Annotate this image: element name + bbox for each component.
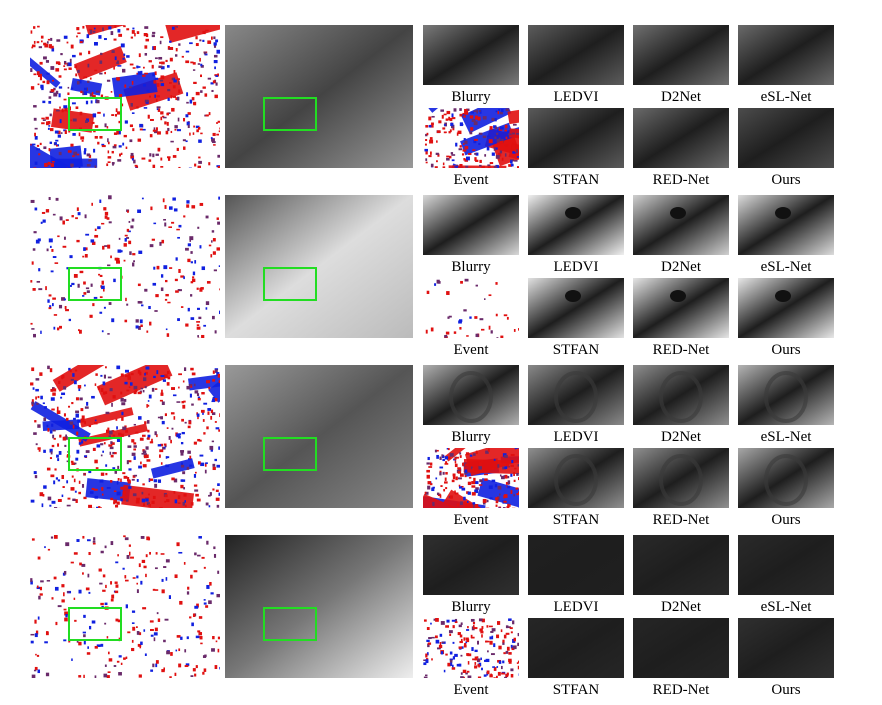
roi-highlight-box (263, 97, 317, 131)
method-label-d2net: D2Net (661, 89, 701, 105)
crop-esl-net-image (738, 365, 834, 425)
method-label-event: Event (453, 342, 489, 358)
crop-ours-image (738, 618, 834, 678)
method-label-ledvi: LEDVI (553, 599, 599, 615)
method-label-stfan: STFAN (552, 172, 600, 188)
crop-esl-net-image (738, 195, 834, 255)
method-label-blurry: Blurry (451, 259, 491, 275)
crop-esl-net-image (738, 535, 834, 595)
event-frame-image (30, 25, 220, 168)
method-label-d2net: D2Net (661, 429, 701, 445)
roi-highlight-box (68, 97, 122, 131)
method-label-esl-net: eSL-Net (760, 429, 812, 445)
crop-d2net-image (633, 535, 729, 595)
crop-d2net-image (633, 365, 729, 425)
crop-blurry-image (423, 25, 519, 85)
crop-ledvi-image (528, 365, 624, 425)
crop-blurry-image (423, 535, 519, 595)
method-label-red-net: RED-Net (652, 342, 710, 358)
blurry-frame-image (225, 195, 413, 338)
method-label-stfan: STFAN (552, 342, 600, 358)
method-label-blurry: Blurry (451, 89, 491, 105)
roi-highlight-box (263, 437, 317, 471)
method-label-stfan: STFAN (552, 682, 600, 698)
crop-d2net-image (633, 195, 729, 255)
crop-blurry-image (423, 365, 519, 425)
method-label-ours: Ours (771, 682, 801, 698)
crop-ledvi-image (528, 535, 624, 595)
method-label-stfan: STFAN (552, 512, 600, 528)
roi-highlight-box (68, 437, 122, 471)
crop-stfan-image (528, 108, 624, 168)
method-label-red-net: RED-Net (652, 512, 710, 528)
method-label-esl-net: eSL-Net (760, 259, 812, 275)
roi-highlight-box (263, 267, 317, 301)
event-frame-image (30, 365, 220, 508)
crop-red-net-image (633, 108, 729, 168)
method-label-esl-net: eSL-Net (760, 599, 812, 615)
roi-highlight-box (263, 607, 317, 641)
crop-blurry-image (423, 195, 519, 255)
crop-stfan-image (528, 618, 624, 678)
crop-ours-image (738, 108, 834, 168)
method-label-event: Event (453, 682, 489, 698)
method-label-ours: Ours (771, 172, 801, 188)
method-label-ledvi: LEDVI (553, 89, 599, 105)
method-label-esl-net: eSL-Net (760, 89, 812, 105)
blurry-frame-image (225, 365, 413, 508)
method-label-event: Event (453, 512, 489, 528)
crop-red-net-image (633, 278, 729, 338)
method-label-ours: Ours (771, 512, 801, 528)
method-label-d2net: D2Net (661, 599, 701, 615)
event-frame-image (30, 535, 220, 678)
method-label-red-net: RED-Net (652, 682, 710, 698)
blurry-frame-image (225, 25, 413, 168)
crop-ours-image (738, 278, 834, 338)
roi-highlight-box (68, 267, 122, 301)
method-label-ours: Ours (771, 342, 801, 358)
crop-d2net-image (633, 25, 729, 85)
crop-ledvi-image (528, 195, 624, 255)
method-label-ledvi: LEDVI (553, 429, 599, 445)
crop-event-image (423, 278, 519, 338)
method-label-d2net: D2Net (661, 259, 701, 275)
crop-ledvi-image (528, 25, 624, 85)
method-label-red-net: RED-Net (652, 172, 710, 188)
crop-red-net-image (633, 448, 729, 508)
method-label-blurry: Blurry (451, 599, 491, 615)
crop-event-image (423, 108, 519, 168)
crop-red-net-image (633, 618, 729, 678)
method-label-event: Event (453, 172, 489, 188)
method-label-ledvi: LEDVI (553, 259, 599, 275)
roi-highlight-box (68, 607, 122, 641)
crop-stfan-image (528, 278, 624, 338)
crop-event-image (423, 618, 519, 678)
blurry-frame-image (225, 535, 413, 678)
crop-stfan-image (528, 448, 624, 508)
crop-ours-image (738, 448, 834, 508)
crop-esl-net-image (738, 25, 834, 85)
event-frame-image (30, 195, 220, 338)
method-label-blurry: Blurry (451, 429, 491, 445)
crop-event-image (423, 448, 519, 508)
